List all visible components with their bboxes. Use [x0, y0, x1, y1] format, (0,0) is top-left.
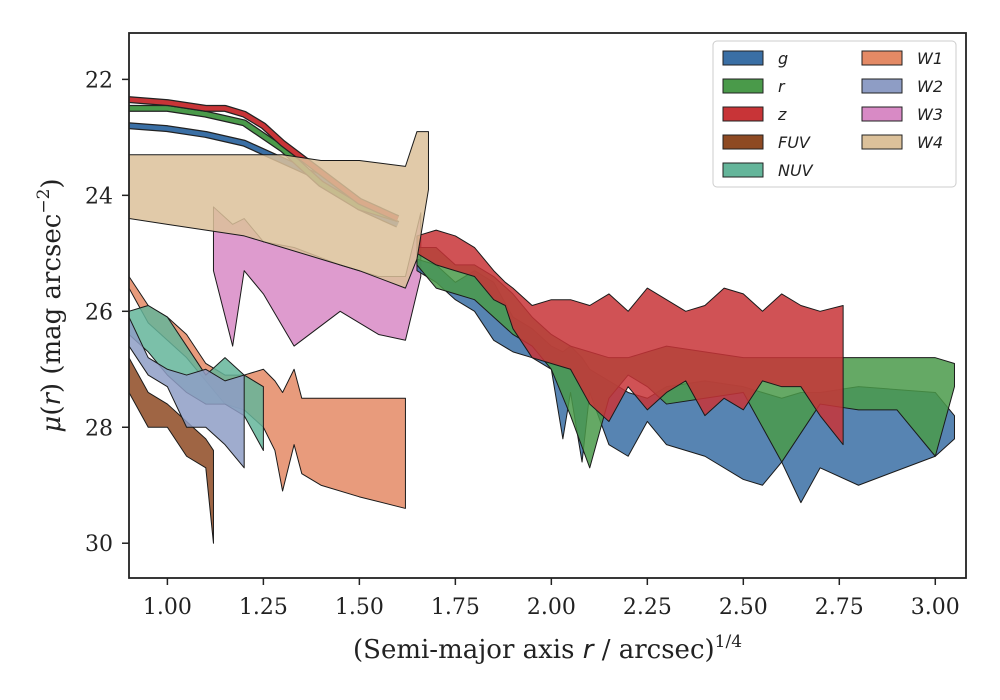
legend-label-r: r: [778, 77, 786, 96]
legend-label-W1: W1: [917, 49, 943, 68]
y-tick-label: 24: [85, 184, 113, 209]
legend-label-W3: W3: [917, 105, 943, 124]
legend-swatch-W3: [861, 106, 903, 122]
x-tick-label: 2.50: [719, 595, 768, 620]
x-axis-title: (Semi-major axis r / arcsec)1/4: [353, 632, 742, 665]
legend-swatch-NUV: [722, 162, 764, 178]
legend-label-NUV: NUV: [778, 161, 814, 180]
ticks-layer: 1.00 1.25 1.50 1.75 2.00 2.25 2.50 2.75 3.00 22 24…: [85, 68, 960, 620]
band-FUV: [129, 357, 214, 544]
x-tick-label: 1.25: [239, 595, 288, 620]
legend-label-z: z: [777, 105, 787, 124]
x-tick-label: 3.00: [911, 595, 960, 620]
legend-swatch-z: [722, 106, 764, 122]
x-tick-label: 2.25: [623, 595, 672, 620]
x-tick-label: 1.75: [431, 595, 480, 620]
legend: grz FUV NUV W1 W2 W3 W4: [712, 40, 957, 188]
legend-swatch-W1: [861, 50, 903, 66]
legend-box: [712, 40, 957, 188]
legend-label-W2: W2: [917, 77, 943, 96]
band-z: [416, 229, 844, 446]
y-axis-title: μ(r) (mag arcsec−2): [34, 178, 67, 432]
band-W4: [129, 131, 429, 289]
legend-swatch-W2: [861, 78, 903, 94]
x-tick-label: 1.00: [143, 595, 192, 620]
x-tick-label: 2.00: [527, 595, 576, 620]
plot-frame: [128, 32, 967, 579]
y-tick-label: 26: [85, 300, 113, 325]
legend-swatch-r: [722, 78, 764, 94]
legend-label-W4: W4: [917, 133, 943, 152]
y-tick-label: 28: [85, 416, 113, 441]
x-tick-label: 2.75: [815, 595, 864, 620]
band-W2: [129, 316, 245, 469]
legend-swatch-FUV: [722, 134, 764, 150]
legend-label-FUV: FUV: [778, 133, 811, 152]
legend-swatch-W4: [861, 134, 903, 150]
legend-swatch-g: [722, 50, 764, 66]
x-tick-label: 1.50: [335, 595, 384, 620]
y-tick-label: 22: [85, 68, 113, 93]
series-layer: [129, 96, 955, 544]
y-tick-label: 30: [85, 532, 113, 557]
legend-label-g: g: [778, 49, 788, 68]
